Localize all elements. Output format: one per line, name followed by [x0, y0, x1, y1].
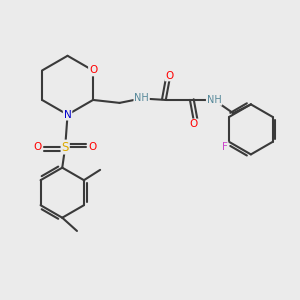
Text: O: O: [89, 65, 97, 76]
Text: O: O: [89, 142, 97, 152]
Text: O: O: [165, 70, 173, 80]
Text: NH: NH: [134, 94, 149, 103]
Text: N: N: [64, 110, 71, 120]
Text: O: O: [189, 119, 198, 129]
Text: NH: NH: [207, 95, 221, 105]
Text: F: F: [222, 142, 228, 152]
Text: O: O: [33, 142, 42, 152]
Text: S: S: [61, 141, 69, 154]
